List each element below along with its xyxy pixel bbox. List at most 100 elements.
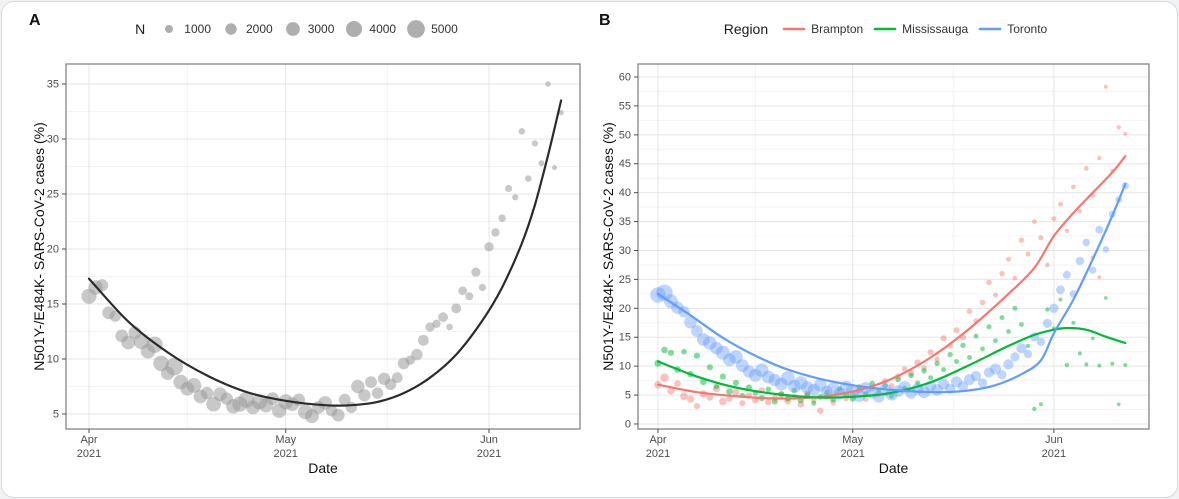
- bubble-brampton: [719, 397, 727, 406]
- bubble-mississauga: [667, 349, 675, 356]
- bubble-mississauga: [1038, 402, 1043, 407]
- legend-region-label: Toronto: [1007, 22, 1048, 36]
- x-axis-title: Date: [308, 460, 338, 476]
- bubble-toronto: [715, 345, 730, 360]
- legend-bubble: [165, 25, 174, 33]
- legend-region-label: Brampton: [811, 22, 864, 36]
- bubble-brampton: [993, 292, 998, 298]
- legend-bubble: [407, 20, 426, 38]
- bubble-brampton: [706, 394, 714, 401]
- bubble-toronto: [710, 341, 723, 355]
- bubble-toronto: [1095, 225, 1104, 234]
- bubble-toronto: [1082, 238, 1091, 247]
- bubble-mississauga: [960, 342, 966, 348]
- x-tick-sublabel: 2021: [477, 448, 501, 460]
- y-tick-label: 50: [619, 129, 631, 141]
- bubble-mississauga: [908, 372, 914, 379]
- bubble: [512, 194, 519, 201]
- legend-size-label: 3000: [307, 22, 335, 36]
- bubble-toronto: [970, 370, 982, 382]
- bubble-brampton: [667, 387, 675, 395]
- bubble-brampton: [966, 308, 973, 315]
- bubble: [538, 160, 545, 167]
- legend-size-item: 1000: [159, 19, 211, 39]
- bubble-brampton: [999, 270, 1005, 277]
- legend-bubble: [225, 23, 237, 35]
- y-tick-label: 25: [619, 274, 631, 286]
- bubble: [165, 357, 183, 376]
- bubble-mississauga: [967, 355, 972, 360]
- bubble-toronto: [787, 380, 801, 393]
- bubble: [438, 312, 448, 323]
- bubble-brampton: [888, 383, 895, 389]
- bubble-toronto: [807, 383, 820, 396]
- y-tick-label: 35: [619, 216, 631, 228]
- bubble-mississauga: [986, 324, 992, 330]
- bubble-toronto: [1042, 318, 1052, 328]
- bubble-mississauga: [941, 367, 947, 373]
- bubble-mississauga: [915, 380, 921, 386]
- bubble-toronto: [813, 378, 827, 392]
- bubble-brampton: [934, 356, 940, 363]
- panel-a: A N 1000 2000 3000 4000 5000 5 10 15 20 25 30 35 Ap…: [2, 2, 591, 497]
- legend-size-item: 5000: [406, 19, 458, 39]
- bubble-toronto: [749, 369, 762, 382]
- bubble-toronto: [703, 336, 717, 350]
- bubble-brampton: [732, 388, 740, 396]
- bubble: [425, 322, 435, 332]
- bubble: [505, 184, 513, 193]
- bubble-toronto: [780, 371, 795, 386]
- bubble-brampton: [1071, 184, 1076, 190]
- x-tick-label: May: [842, 434, 863, 446]
- bubble-toronto: [1023, 349, 1033, 359]
- bubble-brampton: [1006, 256, 1011, 262]
- bubble-brampton: [979, 299, 986, 306]
- bubble-mississauga: [947, 351, 953, 358]
- bubble-toronto: [736, 359, 749, 372]
- y-tick-label: 40: [619, 187, 631, 199]
- y-tick-label: 60: [619, 72, 631, 84]
- legend-region-item: Toronto: [978, 22, 1047, 36]
- panel-b-plot: 0 5 10 15 20 25 30 35 40 45 50 55 60 Apr 2021 May 2021 Ju…: [600, 63, 1150, 476]
- bubble-mississauga: [882, 383, 888, 389]
- y-tick-label: 15: [47, 299, 59, 311]
- legend-size-label: 5000: [431, 22, 458, 36]
- bubble: [365, 376, 377, 388]
- trend-line-mississauga: [656, 326, 1127, 399]
- y-tick-label: 10: [619, 361, 631, 373]
- legend-size-item: 3000: [283, 19, 335, 39]
- bubble-toronto: [723, 353, 736, 367]
- bubble-toronto: [761, 370, 775, 384]
- bubble-brampton: [1018, 237, 1025, 243]
- bubble-toronto: [820, 385, 833, 398]
- region-line-icon: [873, 27, 897, 31]
- bubble: [525, 175, 532, 182]
- legend-size-label: 2000: [246, 22, 273, 36]
- bubble-mississauga: [921, 368, 927, 374]
- y-tick-label: 25: [47, 189, 59, 201]
- y-tick-label: 35: [47, 79, 59, 91]
- legend-bubble: [285, 22, 300, 36]
- bubble: [391, 372, 403, 384]
- bubble-mississauga: [1032, 406, 1037, 412]
- bubble-mississauga: [928, 375, 934, 381]
- size-legend-bubble-icon: [346, 21, 363, 37]
- bubble-toronto: [1062, 270, 1071, 279]
- x-tick-label: May: [275, 434, 296, 446]
- bubble-mississauga: [681, 348, 687, 355]
- bubble-mississauga: [993, 338, 998, 344]
- y-tick-label: 5: [53, 409, 59, 421]
- bubble-toronto: [1010, 352, 1020, 362]
- bubble-mississauga: [1058, 297, 1063, 302]
- bubble-brampton: [817, 407, 824, 415]
- bubble-mississauga: [1064, 362, 1070, 368]
- plot-border: [637, 63, 1150, 430]
- bubble-mississauga: [1117, 402, 1121, 407]
- bubble-mississauga: [895, 376, 901, 383]
- region-legend-title: Region: [723, 21, 769, 37]
- x-tick-label: Jun: [480, 434, 498, 446]
- y-tick-label: 20: [619, 303, 631, 315]
- bubble-toronto: [656, 284, 673, 301]
- bubble-mississauga: [1025, 343, 1031, 349]
